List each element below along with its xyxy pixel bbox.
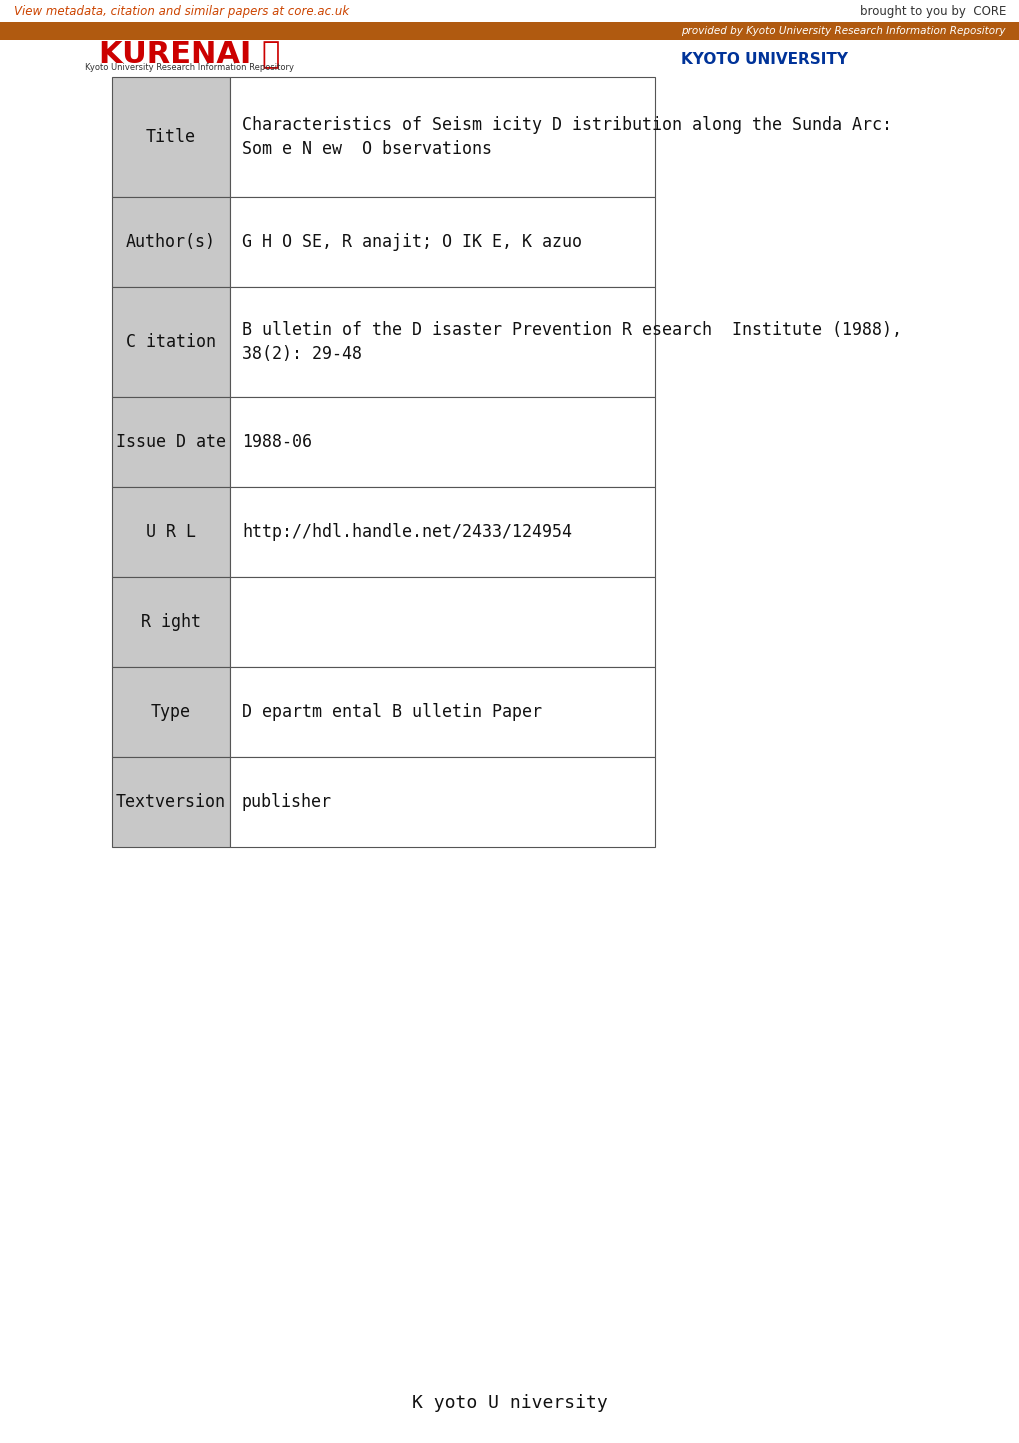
- Bar: [112, 397, 229, 486]
- Text: Type: Type: [151, 703, 191, 722]
- Text: 1988-06: 1988-06: [242, 433, 312, 452]
- Text: KURENAI 研: KURENAI 研: [99, 39, 280, 68]
- Text: publisher: publisher: [242, 794, 331, 811]
- Bar: [112, 76, 229, 198]
- Text: Textversion: Textversion: [116, 794, 226, 811]
- Text: C itation: C itation: [126, 333, 216, 351]
- Bar: [229, 397, 654, 486]
- Text: Characteristics of Seism icity D istribution along the Sunda Arc:
Som e N ew  O : Characteristics of Seism icity D istribu…: [242, 117, 892, 157]
- Bar: [112, 287, 229, 397]
- Text: Title: Title: [146, 128, 196, 146]
- Text: provided by Kyoto University Research Information Repository: provided by Kyoto University Research In…: [681, 26, 1005, 36]
- Text: View metadata, citation and similar papers at core.ac.uk: View metadata, citation and similar pape…: [14, 4, 348, 17]
- Bar: [229, 758, 654, 847]
- Bar: [229, 486, 654, 577]
- Text: brought to you by  CORE: brought to you by CORE: [859, 4, 1005, 17]
- Text: Author(s): Author(s): [126, 232, 216, 251]
- Bar: [229, 667, 654, 758]
- Bar: [112, 667, 229, 758]
- Bar: [112, 486, 229, 577]
- Text: R ight: R ight: [141, 613, 201, 631]
- Text: Kyoto University Research Information Repository: Kyoto University Research Information Re…: [86, 63, 294, 72]
- Bar: [229, 287, 654, 397]
- Bar: [229, 76, 654, 198]
- Text: KYOTO UNIVERSITY: KYOTO UNIVERSITY: [681, 52, 848, 66]
- Text: D epartm ental B ulletin Paper: D epartm ental B ulletin Paper: [242, 703, 541, 722]
- Bar: [0, 22, 1019, 40]
- Text: http://hdl.handle.net/2433/124954: http://hdl.handle.net/2433/124954: [242, 522, 572, 541]
- Text: Issue D ate: Issue D ate: [116, 433, 226, 452]
- Bar: [229, 577, 654, 667]
- Text: K yoto U niversity: K yoto U niversity: [412, 1394, 607, 1413]
- Bar: [112, 577, 229, 667]
- Text: U R L: U R L: [146, 522, 196, 541]
- Text: G H O SE, R anajit; O IK E, K azuo: G H O SE, R anajit; O IK E, K azuo: [242, 232, 582, 251]
- Text: B ulletin of the D isaster Prevention R esearch  Institute (1988),
38(2): 29-48: B ulletin of the D isaster Prevention R …: [242, 322, 901, 362]
- Bar: [112, 198, 229, 287]
- Bar: [112, 758, 229, 847]
- Bar: [229, 198, 654, 287]
